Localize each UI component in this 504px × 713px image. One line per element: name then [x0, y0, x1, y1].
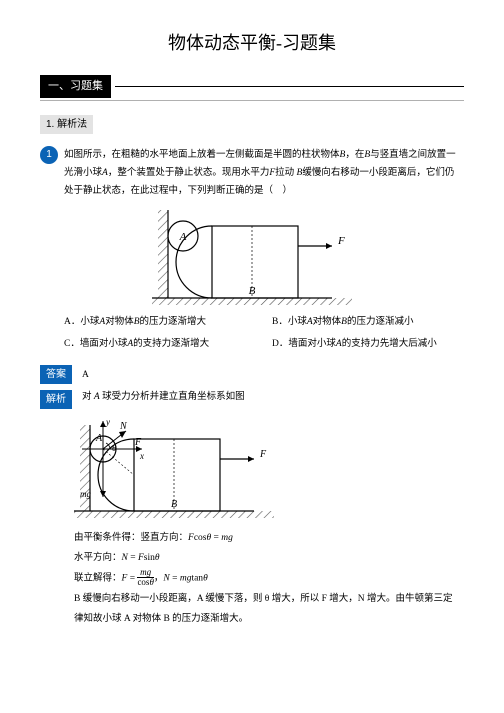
section-header: 一、习题集	[40, 75, 464, 98]
option-a: A．小球A对物体B的压力逐渐增大	[64, 315, 256, 329]
solution-text: 由平衡条件得：竖直方向：Fcosθ = mg 水平方向：N = Fsinθ 联立…	[74, 529, 464, 628]
figure-2: A B F N F θ mg y x	[74, 419, 464, 519]
answer-value: A	[82, 368, 89, 382]
page: 物体动态平衡-习题集 一、习题集 1. 解析法 1 如图所示，在粗糙的水平地面上…	[0, 0, 504, 650]
sol-p5: 律知故小球 A 对物体 B 的压力逐渐增大。	[74, 610, 464, 628]
q-line3: 处于静止状态，在此过程中，下列判断正确的是（ ）	[64, 186, 292, 196]
analysis-row: 解析 对 A 球受力分析并建立直角坐标系如图	[40, 390, 464, 409]
subsection-label: 1. 解析法	[40, 115, 93, 134]
q-m3: ，整个装置处于静止状态。现用水平力	[108, 168, 270, 178]
fig2-label-fpull: F	[259, 449, 267, 460]
analysis-intro: 对 A 球受力分析并建立直角坐标系如图	[82, 390, 245, 404]
fig2-label-f2: F	[134, 437, 142, 448]
fig2-label-a: A	[95, 433, 103, 444]
question-block: 1 如图所示，在粗糙的水平地面上放着一左侧截面是半圆的柱状物体B，在B与竖直墙之…	[40, 146, 464, 200]
fig2-label-mg: mg	[80, 489, 91, 499]
analysis-label: 解析	[40, 390, 72, 409]
sol-p3: 联立解得：F = mgcosθ，N = mgtanθ	[74, 569, 464, 588]
answer-label: 答案	[40, 365, 72, 384]
q-m4: 拉动	[275, 168, 296, 178]
fig1-label-a: A	[179, 231, 187, 243]
sol-p1: 由平衡条件得：竖直方向：Fcosθ = mg	[74, 529, 464, 547]
q-line1: 如图所示，在粗糙的水平地面上放着一左侧截面是半圆的柱状物体	[64, 150, 340, 160]
fig2-label-y: y	[105, 419, 110, 427]
fig2-label-n: N	[119, 421, 128, 432]
option-d: D．墙面对小球A的支持力先增大后减小	[272, 337, 464, 351]
divider	[40, 100, 464, 101]
question-text: 如图所示，在粗糙的水平地面上放着一左侧截面是半圆的柱状物体B，在B与竖直墙之间放…	[64, 146, 464, 200]
sol-p2: 水平方向：N = Fsinθ	[74, 549, 464, 567]
q-line2: 光滑小球	[64, 168, 102, 178]
fig2-label-theta: θ	[112, 443, 117, 453]
answer-row: 答案 A	[40, 365, 464, 384]
figure-1-svg: A B F	[152, 210, 352, 305]
q-m5: 缓慢向右移动一小段距离后，它们仍	[302, 168, 454, 178]
section-rule	[115, 86, 464, 87]
fig2-label-x: x	[139, 451, 144, 461]
option-c: C．墙面对小球A的支持力逐渐增大	[64, 337, 256, 351]
sol-p4: B 缓慢向右移动一小段距离，A 缓慢下落，则 θ 增大，所以 F 增大，N 增大…	[74, 590, 464, 608]
section-label: 一、习题集	[40, 75, 111, 98]
question-number-badge: 1	[40, 146, 58, 164]
options-grid: A．小球A对物体B的压力逐渐增大 B．小球A对物体B的压力逐渐减小 C．墙面对小…	[64, 315, 464, 352]
q-m1: ，在	[345, 150, 364, 160]
fig1-label-f: F	[337, 235, 345, 247]
figure-1: A B F	[40, 210, 464, 305]
figure-2-svg: A B F N F θ mg y x	[74, 419, 274, 519]
fig2-label-b: B	[171, 499, 177, 510]
fig1-label-b: B	[249, 285, 256, 297]
page-title: 物体动态平衡-习题集	[40, 30, 464, 57]
option-b: B．小球A对物体B的压力逐渐减小	[272, 315, 464, 329]
q-m2: 与竖直墙之间放置一	[370, 150, 456, 160]
